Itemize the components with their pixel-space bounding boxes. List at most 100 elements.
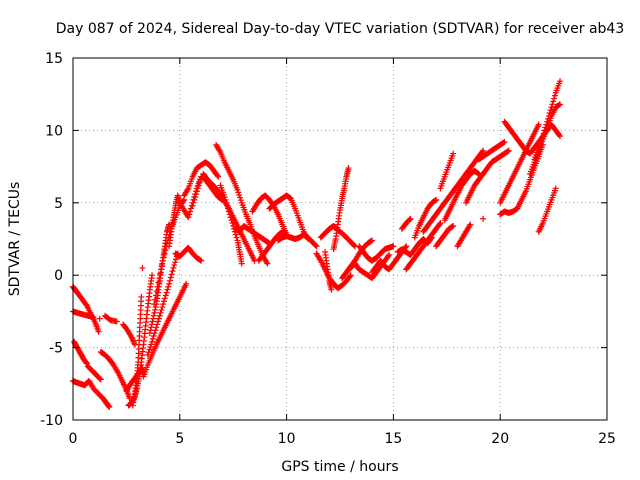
data-point-trail [154,283,161,290]
data-point [155,279,162,286]
y-tick-label: -5 [49,341,63,357]
data-point-trail [158,266,165,273]
data-point-trail [227,214,234,221]
data-point [386,251,393,258]
data-point-trail [145,349,152,356]
data-point [535,121,542,128]
y-tick-label: 15 [45,51,63,67]
data-point [215,173,222,180]
data-point [149,338,156,345]
data-point-trail [172,259,179,266]
data-point-trail [147,327,154,334]
data-point [501,138,508,145]
data-point-trail [150,312,157,319]
data-point-trail [545,112,552,119]
data-point-trail [152,306,159,313]
data-point-trail [148,324,155,331]
data-point-trail [149,318,156,325]
data-point-trail [541,127,548,134]
data-point [313,243,320,250]
data-point [480,147,487,154]
data-point [159,257,166,264]
data-point [433,196,440,203]
y-tick-label: 5 [54,196,63,212]
data-point-trail [186,211,193,218]
x-tick-label: 5 [175,431,184,447]
data-point-trail [551,92,558,99]
data-point-trail [236,191,243,198]
data-point [505,147,512,154]
data-point-trail [156,275,163,282]
data-point-trail [190,199,197,206]
x-tick-label: 25 [598,431,616,447]
data-point-trail [152,304,159,311]
data-point-trail [547,107,554,114]
data-point-trail [165,283,172,290]
data-point-trail [235,189,242,196]
data-point-trail [151,309,158,316]
data-point-trail [550,98,557,105]
data-point [97,376,104,383]
data-point-trail [237,194,244,201]
data-point [183,280,190,287]
data-point-trail [155,318,162,325]
data-point-trail [148,321,155,328]
grid-lines [73,58,607,420]
data-point-trail [232,231,239,238]
data-point [480,215,487,222]
data-point-trail [162,247,169,254]
data-point [113,318,120,325]
x-tick-label: 10 [278,431,296,447]
y-tick-label: 10 [45,123,63,139]
data-point-trail [479,148,486,155]
data-point-trail [214,172,221,179]
data-point-trail [105,403,112,410]
data-point-trail [193,191,200,198]
data-point [157,309,164,316]
data-point [552,185,559,192]
data-point-trail [166,277,173,284]
data-point [83,360,90,367]
data-point [106,403,113,410]
plot-frame [72,57,608,421]
data-point-trail [96,375,103,382]
data-point-trail [543,121,550,128]
data-point-trail [150,333,157,340]
y-axis-label: SDTVAR / TECUs [7,182,23,297]
data-point [170,264,177,271]
data-point-trail [160,301,167,308]
data-point [189,202,196,209]
data-point [150,315,157,322]
data-point-trail [436,221,443,228]
data-point [539,133,546,140]
data-point [238,260,245,267]
data-point [161,295,168,302]
data-point-trail [171,262,178,269]
data-point-trail [161,250,168,257]
data-point-trail [164,286,171,293]
data-point-trail [172,256,179,263]
data-point-trail [542,124,549,131]
data-point-trail [152,292,159,299]
data-point-trail [226,211,233,218]
data-point [264,260,271,267]
data-point-trail [194,185,201,192]
data-point [144,351,151,358]
data-point-trail [312,242,319,249]
data-point-trail [187,208,194,215]
data-point-trail [148,341,155,348]
data-point-trail [169,268,176,275]
x-tick-label: 15 [384,431,402,447]
data-point [151,301,158,308]
data-point [149,272,156,279]
data-point-trail [385,253,392,260]
data-point [467,221,474,228]
data-point-trail [146,346,153,353]
data-point-trail [195,182,202,189]
data-point-trail [160,254,167,261]
data-point [139,264,146,271]
y-tick-label: 0 [54,268,63,284]
data-point-trail [168,271,175,278]
data-point-trail [158,306,165,313]
